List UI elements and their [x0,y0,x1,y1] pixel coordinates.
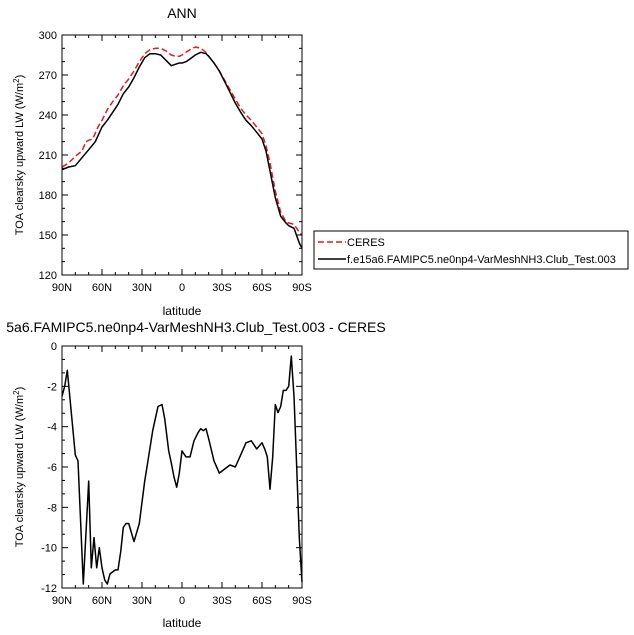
bottom-chart-x-axis: 90N 60N 30N 0 30S 60S 90S [52,346,312,607]
legend: CERES f.e15a6.FAMIPC5.ne0np4-VarMeshNH3.… [313,230,629,270]
top-chart-y-tick-label: 210 [39,150,57,162]
top-chart-y-tick-label: 150 [39,230,57,242]
legend-model-label: f.e15a6.FAMIPC5.ne0np4-VarMeshNH3.Club_T… [347,254,616,266]
top-chart-series-line-model [61,51,303,249]
bottom-chart-y-tick-label: -12 [41,583,57,595]
bottom-chart-y-tick-label: -10 [41,543,57,555]
bottom-chart-y-tick-label: -4 [47,422,57,434]
top-chart-y-tick-label: 270 [39,70,57,82]
bottom-chart-y-tick-label: -2 [47,381,57,393]
bottom-chart-title: 5a6.FAMIPC5.ne0np4-VarMeshNH3.Club_Test.… [6,319,385,335]
bottom-chart-x-axis-label: latitude [163,616,202,630]
bottom-chart-series-line-difference [61,355,303,585]
bottom-chart-plot-frame [61,345,303,589]
bottom-chart-x-tick-label: 60S [252,595,272,607]
top-chart-x-tick-label: 90S [292,282,312,294]
top-chart-x-tick-label: 60N [92,282,112,294]
top-chart-plot-frame [61,34,303,276]
top-chart-y-tick-label: 300 [39,30,57,42]
top-chart-y-tick-label: 240 [39,110,57,122]
top-chart-x-tick-label: 30N [132,282,152,294]
bottom-chart-x-tick-label: 60N [92,595,112,607]
bottom-chart-y-tick-label: -6 [47,462,57,474]
legend-ceres-label: CERES [347,237,385,249]
top-chart-x-tick-label: 90N [52,282,72,294]
top-chart-panel: ANN 120 150 180 210 240 270 300 90N 60N 30N 0 30S 6… [12,5,629,318]
top-chart-y-axis: 120 150 180 210 240 270 300 [39,30,302,282]
top-chart-x-tick-label: 0 [179,282,185,294]
bottom-chart-y-tick-label: -8 [47,502,57,514]
bottom-chart-x-tick-label: 90N [52,595,72,607]
bottom-chart-y-tick-label: 0 [51,341,57,353]
legend-box [313,230,629,270]
top-chart-y-axis-label: TOA clearsky upward LW (W/m2) [12,75,26,236]
top-chart-title: ANN [167,5,197,21]
bottom-chart-y-axis-label: TOA clearsky upward LW (W/m2) [12,387,26,548]
bottom-chart-x-tick-label: 90S [292,595,312,607]
top-chart-series-line-ceres [61,46,303,236]
top-chart-y-tick-label: 180 [39,190,57,202]
top-chart-x-tick-label: 30S [212,282,232,294]
top-chart-x-axis-label: latitude [163,304,202,318]
top-chart-x-axis: 90N 60N 30N 0 30S 60S 90S [52,35,312,294]
bottom-chart-panel: 5a6.FAMIPC5.ne0np4-VarMeshNH3.Club_Test.… [6,319,385,630]
bottom-chart-y-axis: -12 -10 -8 -6 -4 -2 0 [41,341,302,595]
top-chart-y-tick-label: 120 [39,270,57,282]
bottom-chart-x-tick-label: 0 [179,595,185,607]
bottom-chart-x-tick-label: 30N [132,595,152,607]
top-chart-x-tick-label: 60S [252,282,272,294]
bottom-chart-x-tick-label: 30S [212,595,232,607]
